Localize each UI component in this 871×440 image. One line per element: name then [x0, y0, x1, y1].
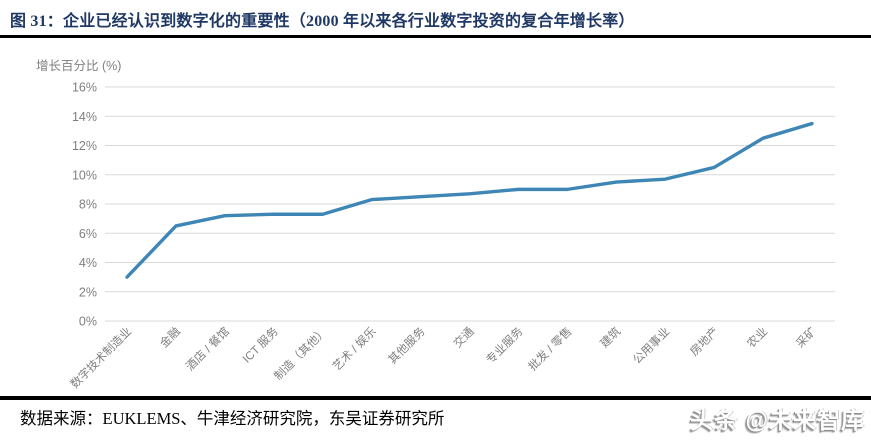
x-category-label: 公用事业 [631, 325, 673, 367]
x-category-label: 建筑 [597, 324, 624, 351]
x-category-label: 房地产 [687, 324, 721, 358]
y-tick-label: 8% [79, 198, 97, 212]
x-category-label: 交通 [450, 324, 477, 351]
figure-title: 图 31：企业已经认识到数字化的重要性（2000 年以来各行业数字投资的复合年增… [10, 13, 635, 30]
footer-divider-rule [0, 396, 871, 400]
x-category-label: 批发 / 零售 [525, 324, 574, 373]
data-source-note: 数据来源：EUKLEMS、牛津经济研究院，东吴证券研究所 [20, 409, 445, 428]
y-axis-title: 增长百分比 (%) [36, 59, 122, 73]
x-category-label: 制造（其他） [271, 324, 330, 383]
y-tick-label: 0% [79, 315, 97, 329]
x-category-label: 艺术 / 娱乐 [330, 324, 380, 374]
y-tick-label: 14% [72, 110, 97, 124]
y-tick-label: 6% [79, 227, 97, 241]
y-tick-label: 4% [79, 256, 97, 270]
x-category-label: 数字技术制造业 [67, 324, 134, 391]
watermark-text: 头条 @未来智库 [690, 407, 865, 433]
title-divider-rule [0, 35, 871, 38]
x-category-label: 金融 [157, 324, 184, 351]
line-chart: 0% 2% 4% 6% 8% 10% 12% 14% 16% 数字技术制造业 金融 酒店 / 餐馆 IC… [67, 81, 835, 391]
x-category-label: 农业 [744, 324, 770, 350]
y-tick-label: 16% [72, 81, 97, 95]
x-category-label: 其他服务 [385, 324, 428, 367]
x-category-label: ICT 服务 [240, 324, 282, 366]
x-category-label: 酒店 / 餐馆 [183, 324, 232, 373]
x-category-label: 专业服务 [483, 324, 526, 367]
y-tick-label: 2% [79, 285, 97, 299]
y-tick-label: 12% [72, 139, 97, 153]
x-category-label: 采矿 [794, 325, 819, 350]
data-line [125, 121, 814, 279]
y-tick-label: 10% [72, 168, 97, 182]
